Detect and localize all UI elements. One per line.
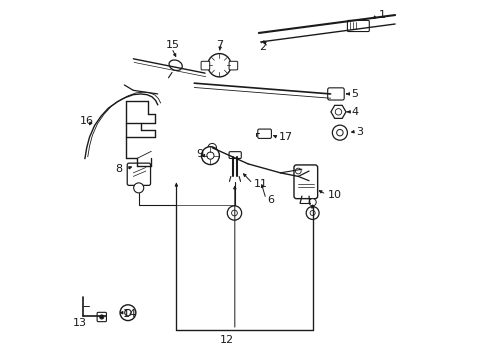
Circle shape: [309, 211, 314, 216]
Circle shape: [100, 315, 104, 319]
FancyBboxPatch shape: [327, 88, 344, 100]
Ellipse shape: [169, 60, 182, 71]
Text: 2: 2: [258, 42, 265, 52]
Text: 16: 16: [80, 116, 93, 126]
FancyBboxPatch shape: [228, 61, 237, 70]
Text: 10: 10: [327, 190, 341, 200]
Circle shape: [206, 152, 214, 159]
Circle shape: [207, 143, 216, 152]
Circle shape: [295, 168, 301, 174]
Text: 8: 8: [115, 164, 122, 174]
Text: 17: 17: [278, 132, 292, 142]
Circle shape: [308, 199, 316, 206]
Circle shape: [305, 207, 319, 220]
FancyBboxPatch shape: [201, 61, 209, 70]
Text: 12: 12: [219, 334, 233, 345]
Circle shape: [227, 206, 241, 220]
Circle shape: [336, 130, 343, 136]
FancyBboxPatch shape: [228, 152, 241, 158]
Text: 1: 1: [378, 10, 385, 20]
Circle shape: [133, 183, 143, 193]
Text: 6: 6: [266, 195, 274, 206]
Circle shape: [124, 310, 131, 316]
Text: 15: 15: [165, 40, 179, 50]
Circle shape: [120, 305, 136, 320]
FancyBboxPatch shape: [293, 165, 317, 199]
Text: 4: 4: [351, 107, 358, 117]
FancyBboxPatch shape: [97, 312, 106, 321]
Circle shape: [335, 109, 341, 115]
Circle shape: [332, 125, 346, 140]
FancyBboxPatch shape: [257, 129, 271, 138]
Text: 14: 14: [123, 310, 137, 319]
Text: 7: 7: [215, 40, 223, 50]
Circle shape: [201, 147, 219, 165]
FancyBboxPatch shape: [127, 163, 150, 185]
FancyBboxPatch shape: [346, 21, 368, 32]
Text: 3: 3: [356, 127, 363, 136]
Text: 5: 5: [350, 89, 357, 99]
Circle shape: [231, 210, 237, 216]
Text: 13: 13: [73, 318, 87, 328]
Text: 11: 11: [254, 179, 267, 189]
Text: 9: 9: [196, 149, 203, 159]
Ellipse shape: [207, 54, 230, 77]
